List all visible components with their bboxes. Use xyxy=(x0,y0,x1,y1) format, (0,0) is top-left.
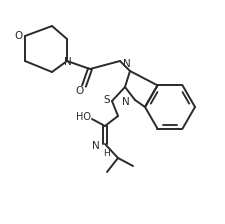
Text: N: N xyxy=(122,97,129,107)
Text: N: N xyxy=(123,59,130,69)
Text: H: H xyxy=(103,149,110,157)
Text: O: O xyxy=(76,86,84,96)
Text: S: S xyxy=(103,95,110,105)
Text: HO: HO xyxy=(76,112,91,122)
Text: O: O xyxy=(15,31,23,41)
Text: N: N xyxy=(92,141,99,151)
Text: N: N xyxy=(64,57,72,67)
